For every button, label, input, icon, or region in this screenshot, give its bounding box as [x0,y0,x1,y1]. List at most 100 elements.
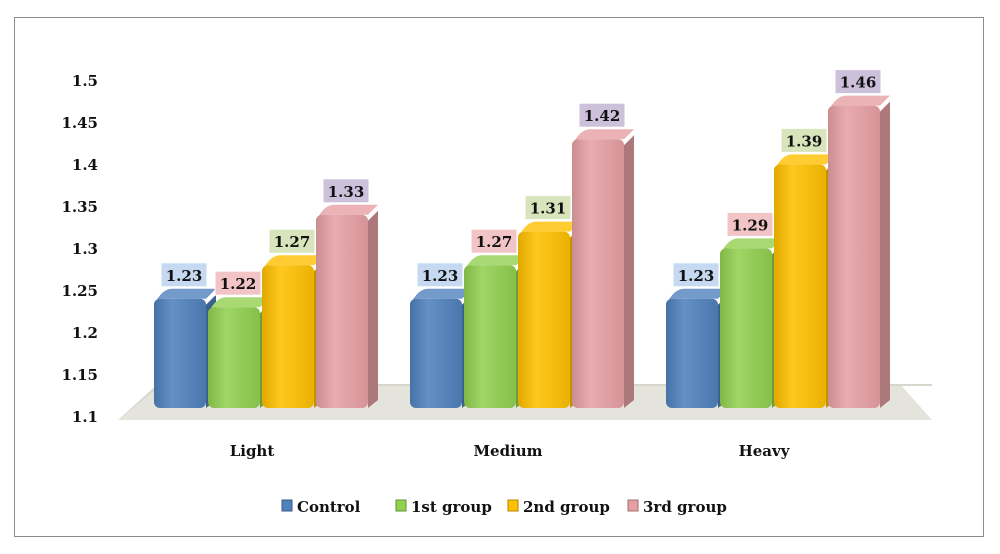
data-label-text: 1.22 [220,275,257,293]
data-label-box [268,228,316,254]
y-tick-label: 1.5 [72,72,98,90]
bar-top [518,221,580,238]
data-labels: 1.23 1.22 1.27 1.33 1.23 1.27 1.31 1.42 1.23 1.29… [160,69,882,296]
data-label-box [780,127,828,153]
data-label: 1.23 [160,262,208,288]
data-label-text: 1.31 [530,200,567,218]
legend: Control 1st group 2nd group 3rd group [281,498,727,516]
bar [518,221,580,408]
data-label: 1.23 [416,262,464,288]
bar-top [720,238,782,255]
y-tick-label: 1.1 [72,408,98,426]
bar-front [410,298,462,408]
y-tick-label: 1.4 [72,156,98,174]
data-label-box [524,195,572,221]
bar-front [518,231,570,408]
bar-top [828,95,890,112]
bar-top [154,288,216,305]
data-label: 1.29 [726,211,774,237]
data-label-box [672,262,720,288]
data-label-text: 1.39 [786,132,823,150]
y-tick-label: 1.3 [72,240,98,258]
data-label-box [578,102,626,128]
legend-label: 3rd group [643,498,727,516]
legend-item: 2nd group [507,498,610,516]
legend-item: 3rd group [627,498,727,516]
data-label: 1.23 [672,262,720,288]
bar-side [368,210,378,408]
bar-top [262,255,324,272]
x-category-label: Heavy [739,442,791,460]
bar-top [572,129,634,146]
bar-front [464,265,516,408]
bar-top [316,204,378,221]
bar [720,238,782,408]
bar [774,154,836,408]
bar-front [666,298,718,408]
data-label-box [322,178,370,204]
bar [316,204,378,408]
bar [828,95,890,408]
data-label: 1.22 [214,270,262,296]
bar [410,288,472,408]
data-label-box [160,262,208,288]
data-label-text: 1.46 [840,74,877,92]
y-tick-label: 1.35 [61,198,98,216]
bar-top [464,255,526,272]
data-label: 1.42 [578,102,626,128]
bar [154,288,216,408]
legend-swatch [627,499,639,512]
data-label-box [726,211,774,237]
data-label-box [416,262,464,288]
data-label-text: 1.42 [584,107,621,125]
data-label-text: 1.23 [422,267,459,285]
y-tick-label: 1.45 [61,114,98,132]
data-label-text: 1.23 [678,267,715,285]
data-label-text: 1.27 [274,233,311,251]
data-label: 1.27 [470,228,518,254]
bar-front [828,105,880,408]
bar [464,255,526,408]
y-tick-label: 1.2 [72,324,98,342]
bar [572,129,634,408]
bar-top [410,288,472,305]
y-tick-label: 1.25 [61,282,98,300]
bar-front [154,298,206,408]
data-label-box [834,69,882,95]
bar [208,297,270,408]
bar-front [572,139,624,408]
data-label: 1.31 [524,195,572,221]
data-label-text: 1.33 [328,183,365,201]
bar-side [624,135,634,408]
data-label: 1.39 [780,127,828,153]
y-tick-label: 1.15 [61,366,98,384]
legend-swatch [281,499,293,512]
legend-swatch [507,499,519,512]
bar-top [208,297,270,314]
x-axis: Light Medium Heavy [230,442,791,460]
legend-item: Control [281,498,361,516]
data-label-box [214,270,262,296]
data-label-text: 1.29 [732,216,769,234]
data-label: 1.27 [268,228,316,254]
legend-item: 1st group [395,498,492,516]
data-label-text: 1.23 [166,267,203,285]
bar [666,288,728,408]
bar-top [774,154,836,171]
bar-front [316,214,368,408]
bar-front [774,164,826,408]
legend-swatch [395,499,407,512]
x-category-label: Light [230,442,275,460]
legend-label: 2nd group [523,498,610,516]
bar-front [720,248,772,408]
bar-top [666,288,728,305]
data-label: 1.33 [322,178,370,204]
y-axis: 1.1 1.15 1.2 1.25 1.3 1.35 1.4 1.45 1.5 [61,72,98,426]
data-label: 1.46 [834,69,882,95]
bar [262,255,324,408]
bars [154,95,890,408]
data-label-box [470,228,518,254]
legend-label: 1st group [411,498,492,516]
bar-front [208,307,260,408]
